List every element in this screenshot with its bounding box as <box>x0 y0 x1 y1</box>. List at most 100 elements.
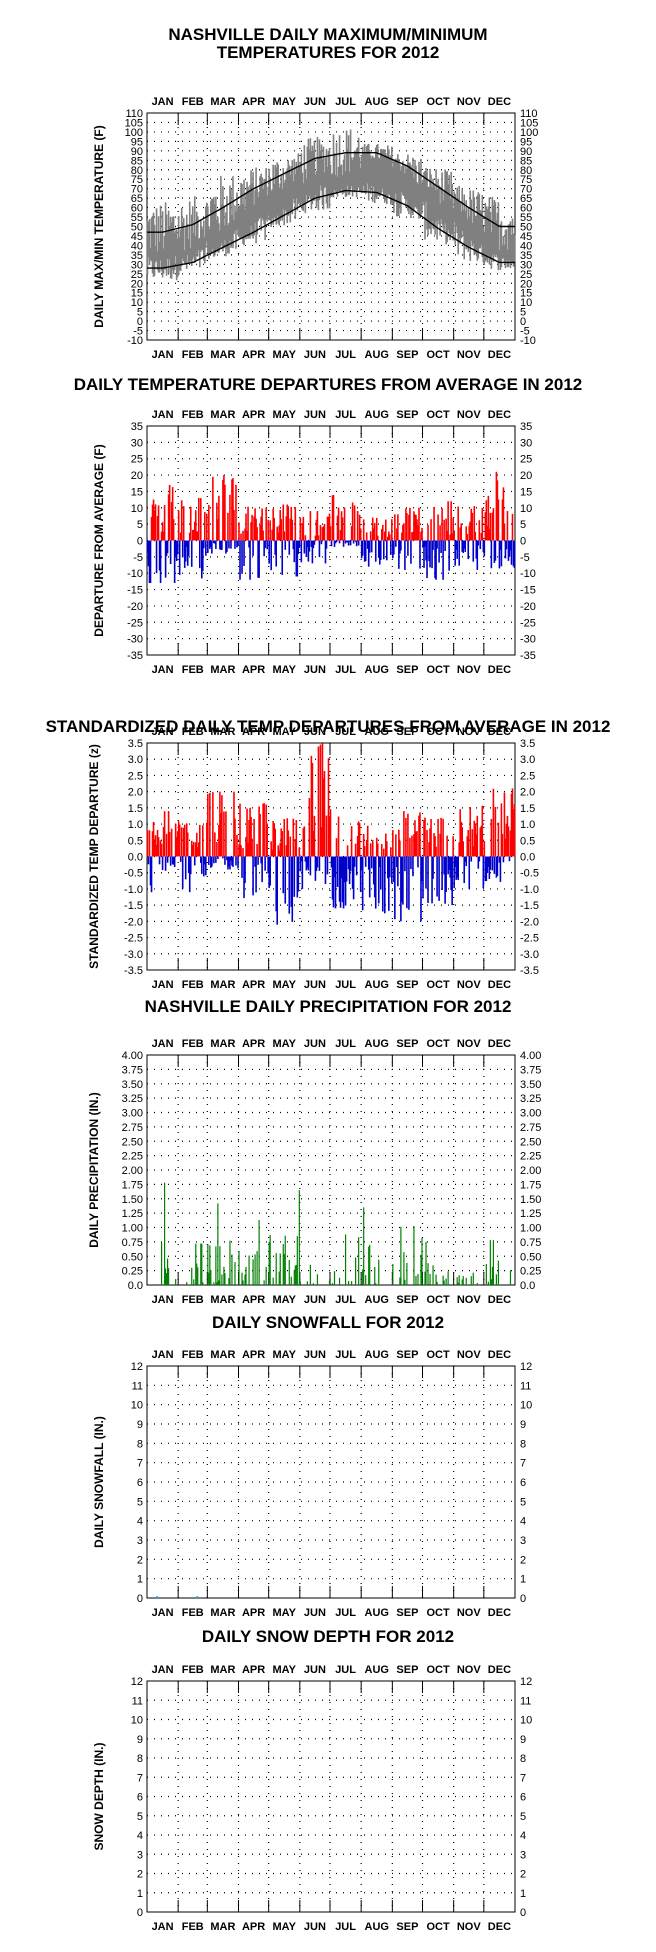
temp-month-label-bottom: FEB <box>182 349 204 361</box>
snow-month-label-bottom: FEB <box>182 1607 204 1619</box>
temp-ytick-left: 45 <box>131 231 143 243</box>
dep-ytick-left: -10 <box>127 568 143 580</box>
snow-month-label-bottom: MAY <box>273 1607 297 1619</box>
temp-ytick-right: 45 <box>520 231 532 243</box>
depth-month-label-top: JAN <box>152 1664 174 1676</box>
temp-ytick-left: 0 <box>137 316 143 328</box>
precip-chart: NASHVILLE DAILY PRECIPITATION FOR 2012 JA… <box>87 997 541 1306</box>
snow-month-label-bottom: MAR <box>210 1607 235 1619</box>
std-ytick-left: 0.5 <box>128 835 143 847</box>
precip-ytick-left: 2.00 <box>122 1165 143 1177</box>
dep-month-label-bottom: JUL <box>335 664 356 676</box>
precip-month-label-bottom: AUG <box>365 1294 389 1306</box>
precip-y-axis-label: DAILY PRECIPITATION (IN.) <box>87 1092 101 1248</box>
dep-month-label-top: NOV <box>457 409 482 421</box>
snow-ytick-left: 12 <box>131 1361 143 1373</box>
std-month-label-top: DEC <box>488 726 511 738</box>
depth-month-label-top: NOV <box>457 1664 482 1676</box>
precip-month-label-bottom: DEC <box>488 1294 511 1306</box>
temp-month-label-top: SEP <box>396 96 418 108</box>
std-ytick-right: 0.5 <box>520 835 535 847</box>
temp-ytick-left: 20 <box>131 278 143 290</box>
snow-ytick-left: 4 <box>137 1516 143 1528</box>
precip-ytick-right: 0.25 <box>520 1266 541 1278</box>
temp-ytick-right: 75 <box>520 174 532 186</box>
precip-series <box>160 1182 512 1285</box>
temp-month-label-bottom: MAR <box>210 349 235 361</box>
std-ytick-left: -2.5 <box>124 933 143 945</box>
temp-ytick-right: 65 <box>520 193 532 205</box>
temp-ytick-right: 25 <box>520 269 532 281</box>
temp-month-label-bottom: JAN <box>152 349 174 361</box>
dep-ytick-right: -20 <box>520 601 536 613</box>
depth-month-label-bottom: JUN <box>304 1921 326 1933</box>
precip-month-label-bottom: NOV <box>457 1294 482 1306</box>
precip-month-label-top: JUN <box>304 1038 326 1050</box>
depth-y-axis-label: SNOW DEPTH (IN.) <box>92 1743 106 1851</box>
depth-ytick-left: 3 <box>137 1849 143 1861</box>
temp-ytick-left: 5 <box>137 307 143 319</box>
snow-ytick-left: 1 <box>137 1574 143 1586</box>
precip-ytick-left: 1.75 <box>122 1179 143 1191</box>
std-ytick-right: 0.0 <box>520 852 535 864</box>
depth-ytick-right: 5 <box>520 1811 526 1823</box>
precip-ytick-right: 3.00 <box>520 1108 541 1120</box>
dep-ytick-left: 0 <box>137 536 143 548</box>
temp-ytick-right: 85 <box>520 155 532 167</box>
precip-month-label-bottom: MAY <box>273 1294 297 1306</box>
depth-month-label-top: FEB <box>182 1664 204 1676</box>
dep-ytick-left: 20 <box>131 470 143 482</box>
precip-ytick-right: 2.00 <box>520 1165 541 1177</box>
std-month-label-top: NOV <box>457 726 482 738</box>
depth-month-label-top: APR <box>242 1664 265 1676</box>
depth-ytick-right: 10 <box>520 1715 532 1727</box>
snow-ytick-right: 8 <box>520 1438 526 1450</box>
snow-month-label-bottom: DEC <box>488 1607 511 1619</box>
temp-ytick-left: 90 <box>131 146 143 158</box>
snow-ytick-right: 7 <box>520 1458 526 1470</box>
temp-ytick-right: 55 <box>520 212 532 224</box>
precip-ytick-right: 0.0 <box>520 1280 535 1292</box>
snow-ytick-left: 3 <box>137 1535 143 1547</box>
std-ytick-right: 3.5 <box>520 738 535 750</box>
snow-month-label-bottom: JAN <box>152 1607 174 1619</box>
precip-ytick-left: 0.75 <box>122 1237 143 1249</box>
std-ytick-right: 1.0 <box>520 819 535 831</box>
depth-month-label-bottom: FEB <box>182 1921 204 1933</box>
precip-ytick-right: 4.00 <box>520 1050 541 1062</box>
std-month-label-top: JUL <box>335 726 356 738</box>
std-month-label-top: AUG <box>365 726 389 738</box>
precip-ytick-right: 2.75 <box>520 1122 541 1134</box>
dep-ytick-left: -35 <box>127 650 143 662</box>
temp-month-label-bottom: DEC <box>488 349 511 361</box>
depth-ytick-left: 0 <box>137 1907 143 1919</box>
precip-ytick-left: 3.75 <box>122 1064 143 1076</box>
precip-month-label-bottom: SEP <box>396 1294 418 1306</box>
std-month-label-top: MAY <box>273 726 297 738</box>
depth-month-label-bottom: JUL <box>335 1921 356 1933</box>
depth-ytick-left: 4 <box>137 1830 143 1842</box>
std-month-label-bottom: MAY <box>273 979 297 991</box>
temp-ytick-right: 90 <box>520 146 532 158</box>
dep-month-label-bottom: MAR <box>210 664 235 676</box>
depth-month-label-top: JUL <box>335 1664 356 1676</box>
dep-ytick-right: 5 <box>520 519 526 531</box>
dep-y-axis-label: DEPARTURE FROM AVERAGE (F) <box>92 444 106 636</box>
temp-month-label-bottom: APR <box>242 349 265 361</box>
std-ytick-right: -1.0 <box>520 884 539 896</box>
std-series <box>146 743 516 925</box>
std-ytick-right: 1.5 <box>520 803 535 815</box>
temp-ytick-right: 15 <box>520 288 532 300</box>
temp-ytick-right: 70 <box>520 184 532 196</box>
temp-ytick-left: 95 <box>131 136 143 148</box>
snow-ytick-right: 0 <box>520 1593 526 1605</box>
temp-chart: NASHVILLE DAILY MAXIMUM/MINIMUMTEMPERATU… <box>92 25 538 361</box>
precip-ytick-left: 0.0 <box>128 1280 143 1292</box>
temp-ytick-left: 85 <box>131 155 143 167</box>
std-month-label-top: SEP <box>396 726 418 738</box>
precip-ytick-right: 1.75 <box>520 1179 541 1191</box>
std-chart: STANDARDIZED DAILY TEMP DEPARTURES FROM … <box>46 717 611 991</box>
std-month-label-bottom: NOV <box>457 979 482 991</box>
std-ytick-right: -3.5 <box>520 965 539 977</box>
dep-month-label-top: MAR <box>210 409 235 421</box>
